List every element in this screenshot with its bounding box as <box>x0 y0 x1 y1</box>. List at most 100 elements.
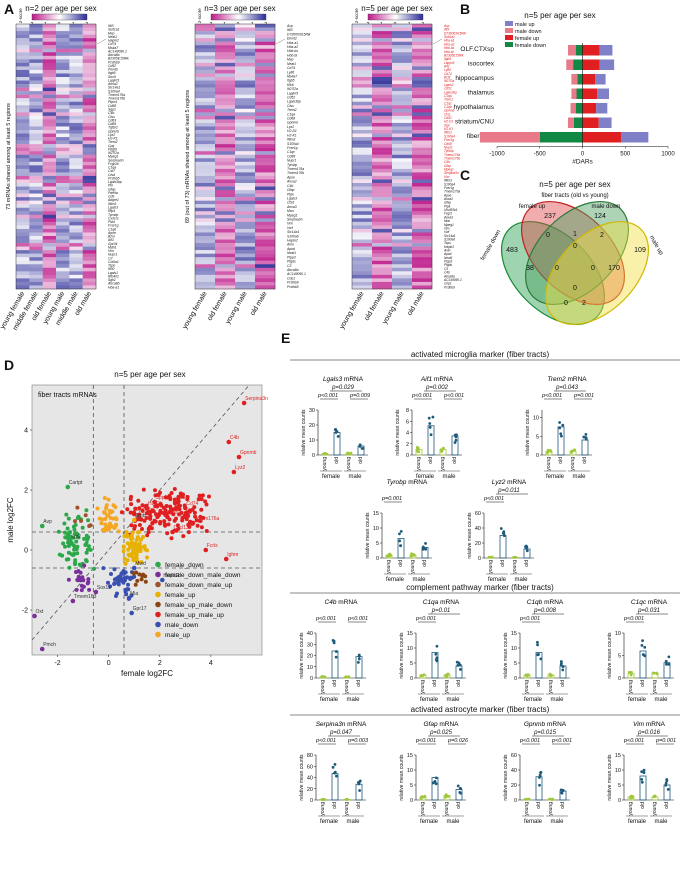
x-group-label: old <box>452 457 458 464</box>
heatmap-cell <box>235 112 256 117</box>
heatmap-cell <box>56 27 70 32</box>
heatmap-cell <box>16 84 30 88</box>
gene-label: Abca8b <box>107 282 120 286</box>
heatmap-cell <box>215 73 236 78</box>
heatmap-cell <box>69 73 83 78</box>
data-point <box>546 451 550 455</box>
heatmap-cell <box>255 236 276 240</box>
data-point <box>560 434 563 438</box>
gene-label: Cd68 <box>287 117 295 121</box>
heatmap-cell <box>372 161 393 166</box>
data-point <box>630 794 633 798</box>
heatmap-cell <box>82 137 97 141</box>
heatmap-cell <box>412 77 433 81</box>
heatmap-cell <box>255 183 276 187</box>
heatmap-cell <box>56 193 70 198</box>
y-tick-label: 40 <box>511 768 517 774</box>
data-point <box>665 662 668 666</box>
point-label: C4b <box>230 435 239 441</box>
heatmap-column-label: young male <box>382 290 406 325</box>
heatmap-cell <box>195 274 216 279</box>
data-point <box>421 545 425 549</box>
p-value-female: p<0.001 <box>623 616 644 622</box>
heatmap-cell <box>392 225 413 230</box>
heatmap-cell <box>42 221 57 226</box>
heatmap-cell <box>392 239 413 244</box>
heatmap-cell <box>69 193 83 198</box>
heatmap-cell <box>255 24 276 28</box>
sex-label: male <box>550 819 564 825</box>
heatmap-cell <box>56 197 70 201</box>
data-point <box>512 555 516 559</box>
heatmap-cell <box>412 165 433 170</box>
gene-label: S100a4 <box>287 142 299 146</box>
heatmap-cell <box>412 34 433 39</box>
data-point <box>444 795 448 799</box>
labeled-point <box>223 556 229 562</box>
data-point <box>334 428 338 431</box>
x-group-label: old <box>640 802 646 809</box>
legend-marker <box>155 561 161 568</box>
p-value-female: p<0.001 <box>623 738 644 744</box>
sex-label: female <box>416 474 435 480</box>
heatmap-cell <box>42 62 57 67</box>
heatmap-cell <box>372 144 393 148</box>
heatmap-cell <box>412 45 433 49</box>
heatmap-cell <box>235 246 256 251</box>
scatter-point <box>87 587 92 592</box>
heatmap-cell <box>392 108 413 113</box>
bar-segment <box>596 103 608 114</box>
heatmap-cell <box>29 200 43 205</box>
scatter-point <box>200 493 205 498</box>
plot-title: Tyrobp mRNA <box>387 479 428 486</box>
scatter-point <box>149 526 154 531</box>
sex-label: female <box>546 474 565 480</box>
heatmap-cell <box>42 172 57 177</box>
heatmap-cell <box>82 140 97 145</box>
heatmap-cell <box>195 137 216 141</box>
heatmap-cell <box>42 246 57 251</box>
gene-label: Ifit3 <box>287 28 293 32</box>
point-label: Lgi2 <box>71 534 81 540</box>
data-point <box>652 671 656 675</box>
heatmap-cell <box>392 207 413 212</box>
heatmap-cell <box>352 183 373 187</box>
scatter-point <box>168 506 173 511</box>
heatmap-title: n=5 per age per sex <box>361 4 432 13</box>
heatmap-cell <box>29 281 43 286</box>
heatmap-cell <box>42 253 57 258</box>
heatmap-cell <box>235 52 256 56</box>
heatmap-cell <box>69 59 83 64</box>
heatmap-cell <box>352 253 373 258</box>
heatmap-cell <box>29 45 43 49</box>
heatmap-cell <box>42 165 57 170</box>
scatter-point <box>207 494 211 499</box>
gene-label: C1qa <box>287 112 295 116</box>
heatmap-cell <box>372 130 393 134</box>
heatmap-cell <box>69 133 83 138</box>
scatter-point <box>81 584 86 589</box>
heatmap-cell <box>412 243 433 247</box>
heatmap-cell <box>56 225 70 230</box>
heatmap-cell <box>82 278 97 283</box>
point-label: Tmem163 <box>74 594 97 600</box>
heatmap-cell <box>82 172 97 177</box>
data-point <box>584 436 588 439</box>
heatmap-cell <box>82 108 97 113</box>
scatter-point <box>136 530 141 535</box>
gene-label: Tmem176a <box>287 167 304 171</box>
heatmap-cell <box>255 55 276 60</box>
heatmap-cell <box>16 62 30 67</box>
gene-label: Itgb5 <box>287 79 295 83</box>
heatmap-cell <box>195 236 216 240</box>
heatmap-cell <box>235 154 256 159</box>
heatmap-cell <box>255 119 276 124</box>
heatmap-cell <box>69 62 83 67</box>
heatmap-cell <box>372 179 393 184</box>
heatmap-cell <box>195 193 216 198</box>
data-point <box>356 660 360 664</box>
scatter-point <box>186 530 191 535</box>
y-axis-label: relative mean counts <box>503 754 509 801</box>
heatmap-cell <box>56 73 70 78</box>
